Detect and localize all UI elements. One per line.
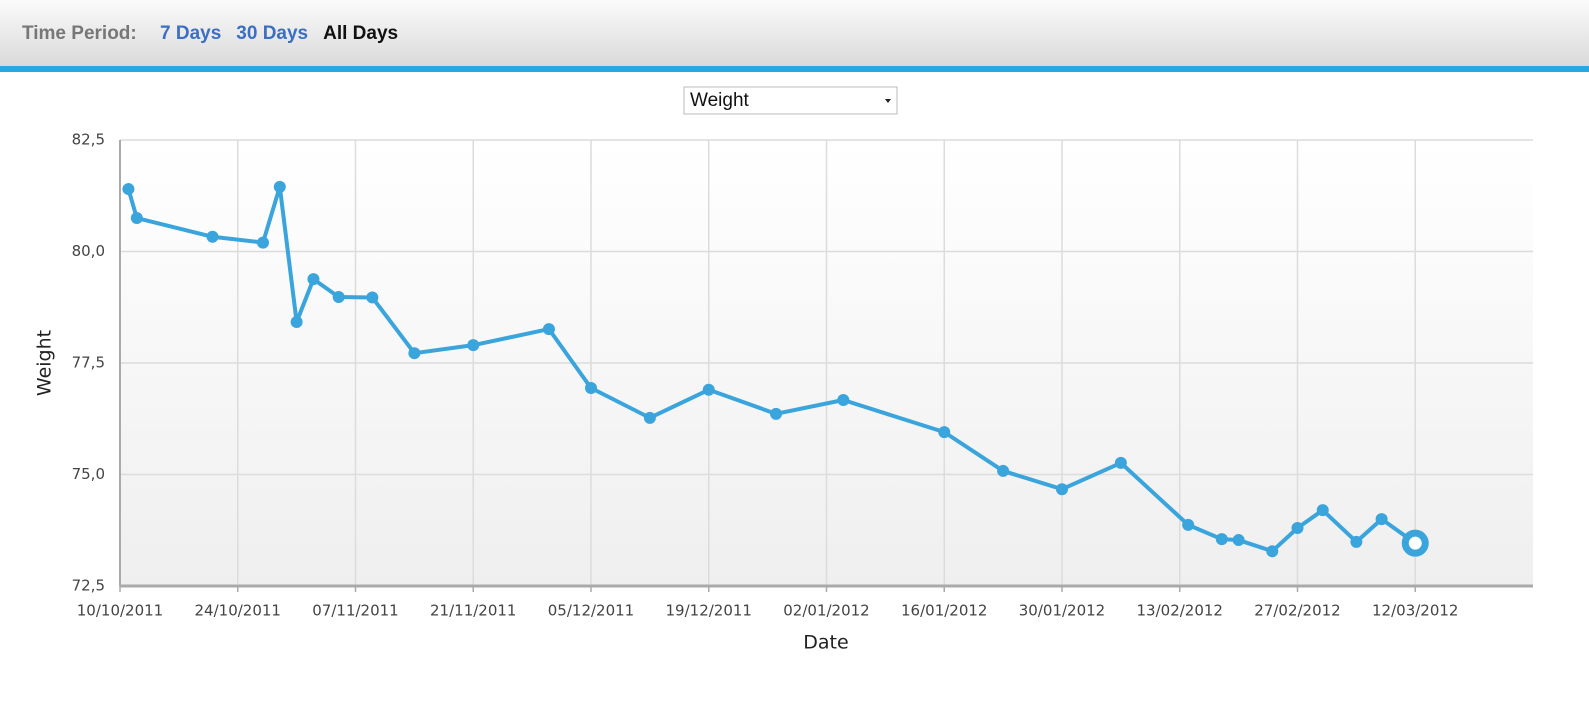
x-tick-label: 07/11/2011	[312, 602, 398, 620]
point[interactable]	[1291, 522, 1304, 535]
period-label: Time Period:	[22, 23, 137, 44]
point[interactable]	[332, 290, 345, 303]
point[interactable]	[585, 381, 597, 394]
point[interactable]	[206, 230, 219, 243]
point[interactable]	[702, 383, 715, 396]
point[interactable]	[643, 411, 656, 424]
x-tick-label: 16/01/2012	[901, 602, 987, 620]
x-tick-label: 30/01/2012	[1019, 602, 1105, 620]
x-tick-label: 13/02/2012	[1137, 602, 1223, 620]
x-axis-title: Date	[803, 632, 848, 654]
x-tick-label: 24/10/2011	[195, 602, 281, 620]
point[interactable]	[997, 464, 1010, 477]
point[interactable]	[273, 180, 286, 193]
period-option[interactable]: All Days	[323, 23, 398, 44]
toolbar-border	[0, 66, 1589, 72]
point[interactable]	[256, 236, 269, 249]
x-tick-label: 21/11/2011	[430, 602, 516, 620]
point[interactable]	[1182, 518, 1195, 531]
point[interactable]	[467, 339, 480, 352]
metric-select[interactable]	[683, 86, 898, 115]
x-tick-label: 12/03/2012	[1372, 602, 1458, 620]
point[interactable]	[1266, 545, 1279, 558]
period-option[interactable]: 30 Days	[236, 23, 308, 44]
point[interactable]	[1375, 513, 1388, 526]
point[interactable]	[1232, 534, 1245, 547]
x-tick-label: 19/12/2011	[666, 602, 752, 620]
x-tick-label: 10/10/2011	[77, 602, 163, 620]
point[interactable]	[1350, 535, 1363, 548]
x-tick-label: 05/12/2011	[548, 602, 634, 620]
point-highlighted[interactable]	[1401, 529, 1429, 557]
period-option[interactable]: 7 Days	[160, 23, 221, 44]
point[interactable]	[122, 183, 135, 196]
point[interactable]	[290, 315, 303, 328]
point[interactable]	[408, 347, 421, 360]
y-tick-label: 80,0	[72, 242, 105, 260]
metric-select-value[interactable]: Weight	[690, 90, 750, 111]
y-axis-title: Weight	[34, 330, 56, 396]
point[interactable]	[366, 291, 379, 304]
x-tick-label: 27/02/2012	[1254, 602, 1340, 620]
point[interactable]	[307, 273, 320, 286]
y-tick-label: 77,5	[72, 354, 105, 372]
point[interactable]	[938, 426, 951, 439]
x-tick-label: 02/01/2012	[783, 602, 869, 620]
point[interactable]	[837, 394, 850, 407]
point[interactable]	[1056, 483, 1068, 496]
y-tick-label: 75,0	[72, 465, 105, 483]
point[interactable]	[1215, 533, 1228, 546]
point[interactable]	[542, 323, 555, 336]
y-tick-label: 82,5	[72, 131, 105, 149]
point[interactable]	[1316, 504, 1329, 517]
point[interactable]	[1114, 456, 1127, 469]
select-arrow	[885, 99, 891, 103]
toolbar	[0, 0, 1589, 67]
point[interactable]	[770, 407, 783, 420]
point[interactable]	[130, 212, 143, 225]
y-tick-label: 72,5	[72, 577, 105, 595]
